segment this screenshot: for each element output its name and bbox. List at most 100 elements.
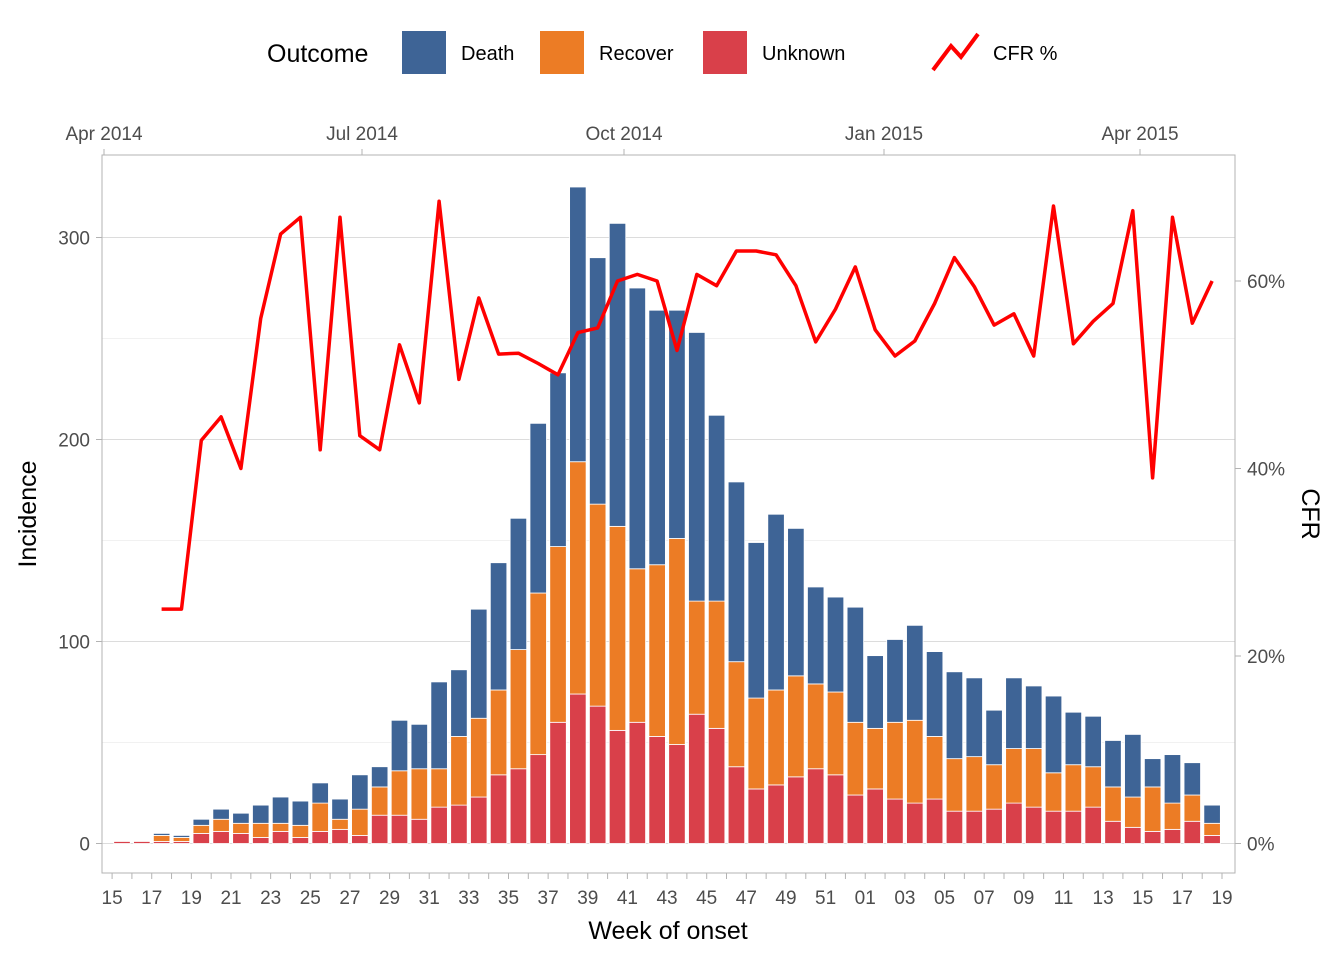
x-tick-label: 29 [379, 888, 400, 909]
legend-title: Outcome [267, 40, 368, 68]
bar-unknown [430, 806, 448, 844]
bars [113, 186, 1221, 844]
y2-tick-label: 60% [1247, 272, 1285, 293]
bar-recover [846, 721, 864, 796]
bar-unknown [1183, 820, 1201, 844]
bar-unknown [331, 828, 349, 844]
legend-swatch-unknown [703, 31, 747, 74]
bar-death [549, 372, 567, 547]
bar-unknown [787, 776, 805, 844]
bar-death [1005, 677, 1023, 749]
bar-recover [945, 758, 964, 812]
bar-recover [1143, 786, 1162, 832]
y-tick-label: 0 [79, 835, 90, 856]
bar-death [1084, 715, 1102, 768]
bar-death [1203, 804, 1221, 824]
x-tick-label: 13 [1093, 888, 1114, 909]
bar-recover [925, 736, 944, 800]
bar-death [707, 414, 726, 602]
bar-recover [826, 691, 845, 776]
bar-recover [192, 824, 210, 834]
top-tick-label: Oct 2014 [585, 124, 663, 145]
bar-death [371, 766, 389, 788]
x-tick-label: 05 [934, 888, 955, 909]
bar-unknown [271, 830, 290, 844]
x-tick-label: 15 [1132, 888, 1153, 909]
bar-unknown [707, 727, 726, 844]
bar-unknown [1044, 810, 1063, 844]
y2-axis-title: CFR [1296, 488, 1324, 539]
bar-unknown [212, 830, 230, 844]
bar-death [172, 835, 191, 838]
bar-recover [608, 525, 627, 731]
x-tick-label: 27 [339, 888, 360, 909]
bar-unknown [192, 833, 210, 844]
bar-unknown [390, 814, 409, 844]
bar-recover [489, 689, 508, 776]
x-tick-label: 35 [498, 888, 519, 909]
bar-recover [390, 770, 409, 816]
bar-death [886, 639, 904, 723]
bar-death [965, 677, 983, 758]
bar-death [192, 818, 210, 826]
bar-death [945, 671, 964, 760]
bar-death [787, 527, 805, 677]
bar-unknown [470, 796, 488, 844]
bar-recover [1124, 796, 1142, 828]
bar-death [1163, 754, 1182, 804]
x-tick-label: 15 [102, 888, 123, 909]
bar-unknown [529, 754, 547, 844]
x-tick-label: 37 [538, 888, 559, 909]
bar-death [1124, 734, 1142, 798]
bar-death [569, 186, 587, 463]
bar-death [985, 709, 1003, 766]
x-tick-label: 33 [458, 888, 479, 909]
bar-recover [430, 768, 448, 808]
x-tick-label: 19 [181, 888, 202, 909]
bar-death [390, 719, 409, 772]
x-tick-label: 11 [1054, 888, 1074, 909]
bar-unknown [410, 818, 428, 844]
bar-recover [767, 689, 785, 786]
bar-unknown [1084, 806, 1102, 844]
bar-recover [1203, 822, 1221, 836]
bar-recover [410, 768, 428, 820]
bar-death [152, 833, 171, 836]
legend-label-death: Death [461, 43, 514, 65]
x-tick-label: 21 [220, 888, 241, 909]
bar-unknown [569, 693, 587, 844]
y-tick-label: 200 [58, 431, 90, 452]
bar-death [846, 606, 864, 723]
bar-death [668, 309, 686, 539]
bar-recover [470, 717, 488, 798]
bar-recover [747, 697, 765, 790]
bar-unknown [311, 830, 329, 844]
bar-unknown [688, 713, 706, 844]
x-tick-label: 17 [1172, 888, 1193, 909]
bar-recover [906, 719, 924, 804]
y-tick-label: 300 [58, 229, 90, 250]
bar-recover [727, 661, 746, 768]
bar-recover [311, 802, 329, 832]
y-tick-label: 100 [58, 633, 90, 654]
bar-recover [1025, 748, 1043, 808]
bar-death [311, 782, 329, 804]
x-tick-label: 23 [260, 888, 281, 909]
bar-recover [509, 649, 528, 770]
legend-label-cfr: CFR % [993, 43, 1058, 65]
bar-unknown [589, 705, 607, 844]
bar-death [489, 562, 508, 691]
bar-death [826, 596, 845, 693]
bar-unknown [747, 788, 765, 844]
bar-recover [648, 564, 666, 737]
x-tick-label: 51 [815, 888, 836, 909]
bar-recover [787, 675, 805, 778]
bar-recover [1104, 786, 1122, 822]
bar-recover [212, 818, 230, 832]
bar-unknown [1104, 820, 1122, 844]
bar-unknown [906, 802, 924, 844]
bar-recover [1163, 802, 1182, 830]
top-tick-label: Jul 2014 [326, 124, 398, 145]
bar-unknown [886, 798, 904, 844]
bar-recover [866, 727, 884, 790]
